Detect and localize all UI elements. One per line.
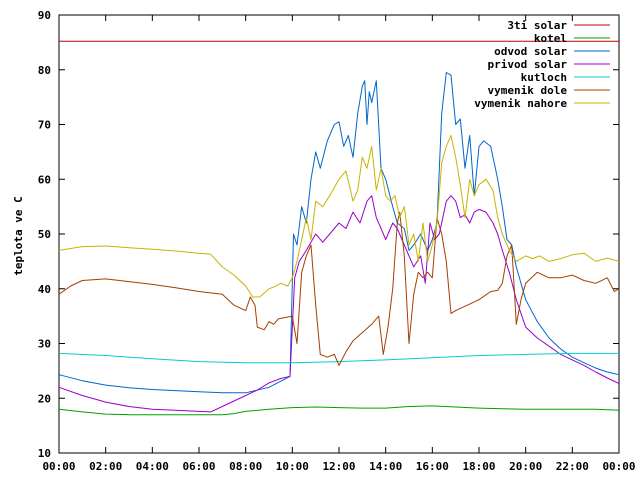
- x-tick-label: 00:00: [42, 460, 75, 473]
- legend-label: vymenik dole: [488, 84, 568, 97]
- legend-label: 3ti solar: [507, 19, 567, 32]
- y-tick-label: 20: [38, 392, 51, 405]
- y-tick-label: 80: [38, 64, 51, 77]
- x-tick-label: 00:00: [602, 460, 635, 473]
- y-tick-label: 40: [38, 283, 51, 296]
- y-tick-label: 10: [38, 447, 51, 460]
- x-tick-label: 02:00: [89, 460, 122, 473]
- legend-label: kutloch: [521, 71, 567, 84]
- legend-label: odvod solar: [494, 45, 567, 58]
- x-tick-label: 12:00: [322, 460, 355, 473]
- legend-label: vymenik nahore: [474, 97, 567, 110]
- series-lines: [58, 40, 620, 416]
- series-line-6: [58, 134, 620, 298]
- series-line-4: [58, 352, 619, 364]
- y-tick-label: 50: [38, 228, 51, 241]
- x-tick-label: 20:00: [509, 460, 542, 473]
- x-tick-label: 14:00: [369, 460, 402, 473]
- y-tick-label: 90: [38, 9, 51, 22]
- y-tick-label: 60: [38, 173, 51, 186]
- y-axis-label: teplota ve C: [12, 196, 25, 275]
- series-line-1: [58, 405, 620, 416]
- x-tick-label: 22:00: [556, 460, 589, 473]
- x-tick-label: 08:00: [229, 460, 262, 473]
- x-tick-label: 16:00: [416, 460, 449, 473]
- y-tick-label: 30: [38, 338, 51, 351]
- series-line-5: [58, 211, 620, 366]
- x-tick-label: 06:00: [182, 460, 215, 473]
- x-tick-label: 18:00: [462, 460, 495, 473]
- x-tick-label: 10:00: [276, 460, 309, 473]
- series-line-2: [58, 72, 620, 394]
- series-line-3: [58, 195, 620, 413]
- chart-axes: 10 20 30 40 50 60 70 80 90 00:00 02:00 04:00 06:00 08…: [38, 9, 636, 473]
- y-tick-label: 70: [38, 119, 51, 132]
- x-tick-label: 04:00: [136, 460, 169, 473]
- legend-label: kotel: [534, 32, 567, 45]
- legend-label: privod solar: [488, 58, 568, 71]
